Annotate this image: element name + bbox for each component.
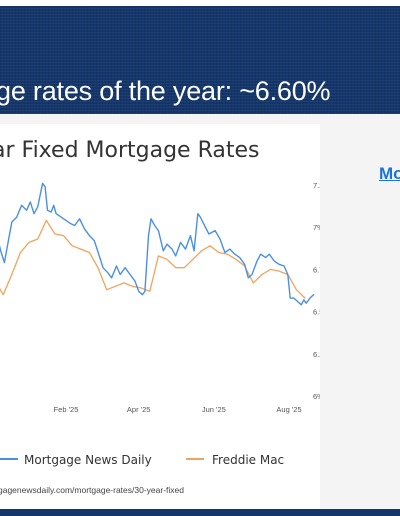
- title-banner: ge rates of the year: ~6.60%: [0, 6, 400, 114]
- y-tick-label: 6%: [313, 392, 320, 401]
- x-tick-label: Apr '25: [127, 405, 151, 414]
- x-tick-label: Feb '25: [54, 405, 79, 414]
- chart-card: ar Fixed Mortgage Rates 6% 6.25% 6.5% 6.75%…: [0, 124, 320, 509]
- source-caption: gagenewsdaily.com/mortgage-rates/30-year…: [0, 485, 184, 495]
- x-tick-label: Jun '25: [202, 405, 226, 414]
- chart-title: ar Fixed Mortgage Rates: [0, 138, 260, 163]
- bottom-bar: [0, 509, 400, 516]
- x-tick-label: Aug '25: [276, 405, 301, 414]
- banner-title: ge rates of the year: ~6.60%: [0, 76, 331, 106]
- y-tick-label: 7.25%: [313, 181, 320, 190]
- top-border: [0, 0, 400, 6]
- y-tick-label: 7%: [313, 223, 320, 232]
- legend-label: Freddie Mac: [212, 453, 284, 467]
- y-tick-label: 6.5%: [313, 308, 320, 317]
- series-line-freddie-mac: [0, 219, 306, 299]
- y-tick-label: 6.75%: [313, 265, 320, 274]
- y-tick-label: 6.25%: [313, 350, 320, 359]
- series-line-mortgage-news-daily: [0, 182, 315, 306]
- legend-label: Mortgage News Daily: [24, 453, 152, 467]
- side-link[interactable]: Mo: [379, 164, 400, 183]
